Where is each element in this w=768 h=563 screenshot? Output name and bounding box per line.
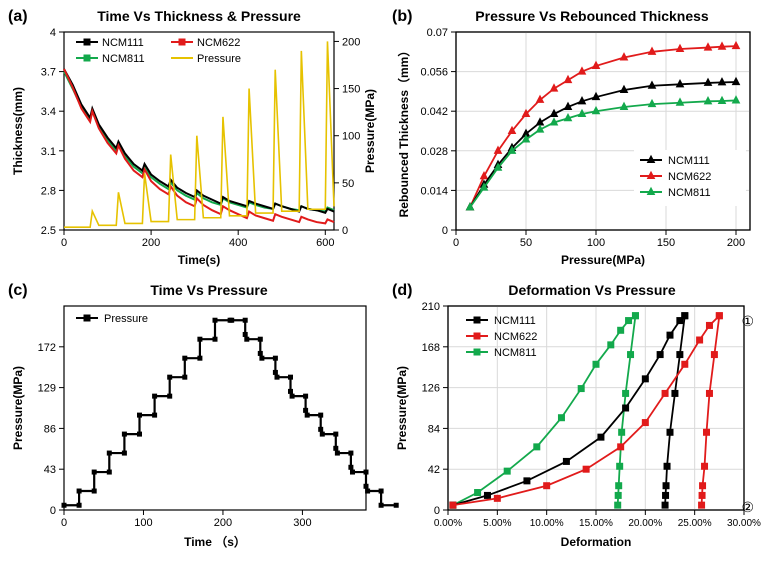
svg-text:30.00%: 30.00% [727,518,761,529]
panel-c-svg: 0 100 200 300 0 43 86 129 172 Time （s） Pressure(MP… [8,282,380,554]
circled-1: ① [741,314,754,328]
svg-text:200: 200 [727,237,745,249]
svg-text:0.00%: 0.00% [434,518,462,529]
svg-text:20.00%: 20.00% [628,518,662,529]
svg-text:0: 0 [61,517,67,529]
panel-a: (a) Time Vs Thickness & Pressure 0200400… [8,8,380,270]
svg-text:0.042: 0.042 [420,106,448,118]
svg-text:2.5: 2.5 [41,225,56,237]
panel-c: (c) Time Vs Pressure 0100200300043861291… [8,282,380,554]
svg-text:NCM811: NCM811 [102,53,145,65]
svg-text:0: 0 [434,505,440,517]
svg-text:NCM111: NCM111 [494,315,536,327]
svg-text:172: 172 [38,342,56,354]
svg-text:86: 86 [44,423,56,435]
svg-text:600: 600 [316,237,334,249]
svg-text:50: 50 [520,237,532,249]
circled-2: ② [741,500,754,514]
svg-text:25.00%: 25.00% [678,518,712,529]
svg-text:0: 0 [442,225,448,237]
svg-text:300: 300 [293,517,311,529]
svg-text:3.1: 3.1 [41,146,56,158]
svg-text:0: 0 [453,237,459,249]
panel-d-svg: 0.00% 5.00% 10.00% 15.00% 20.00% 25.00% 30.00%… [392,282,762,554]
panel-b-svg: 0 50 100 150 200 0 0.014 0.028 0.042 0.056 0.07 Pre… [392,8,762,270]
svg-text:15.00%: 15.00% [579,518,613,529]
svg-text:210: 210 [422,301,440,313]
svg-text:NCM622: NCM622 [668,171,711,183]
svg-text:Pressure: Pressure [104,313,148,325]
panel-a-svg: 0 200 400 600 2.5 2.8 3.1 3.4 3.7 4 0 50 100 150 200 Ti… [8,8,380,270]
svg-text:10.00%: 10.00% [530,518,564,529]
svg-text:2.8: 2.8 [41,185,56,197]
svg-text:NCM811: NCM811 [494,347,537,359]
svg-text:129: 129 [38,383,56,395]
svg-text:Pressure(MPa): Pressure(MPa) [395,366,409,450]
svg-text:0: 0 [342,225,348,237]
svg-text:84: 84 [428,423,440,435]
svg-text:0: 0 [61,237,67,249]
svg-text:200: 200 [214,517,232,529]
svg-text:Time （s）: Time （s） [184,534,246,549]
svg-text:126: 126 [422,383,440,395]
svg-text:50: 50 [342,178,354,190]
svg-text:Rebounced Thickness（mm）: Rebounced Thickness（mm） [396,45,411,218]
svg-text:168: 168 [422,342,440,354]
svg-text:NCM622: NCM622 [494,331,537,343]
svg-text:200: 200 [142,237,160,249]
svg-text:Deformation: Deformation [561,535,632,549]
figure-page: (a) Time Vs Thickness & Pressure 0200400… [0,0,768,563]
svg-text:NCM111: NCM111 [668,155,710,167]
svg-text:Pressure: Pressure [197,53,241,65]
svg-text:Pressure(MPa): Pressure(MPa) [561,253,645,267]
panel-b: (b) Pressure Vs Rebounced Thickness 0501… [392,8,762,270]
svg-text:0.014: 0.014 [420,185,448,197]
svg-text:0: 0 [50,505,56,517]
svg-text:NCM622: NCM622 [197,37,240,49]
svg-text:Thickness(mm): Thickness(mm) [11,87,25,175]
svg-text:NCM811: NCM811 [668,187,711,199]
panel-d: (d) Deformation Vs Pressure 0.00%5.00%10… [392,282,762,554]
svg-text:0.028: 0.028 [420,146,448,158]
svg-text:100: 100 [342,131,360,143]
svg-text:3.4: 3.4 [41,106,56,118]
svg-text:Time(s): Time(s) [178,253,220,267]
svg-text:43: 43 [44,464,56,476]
svg-text:5.00%: 5.00% [483,518,511,529]
svg-text:Pressure(MPa): Pressure(MPa) [363,89,377,173]
svg-text:Pressure(MPa): Pressure(MPa) [11,366,25,450]
svg-text:4: 4 [50,27,56,39]
svg-text:0.07: 0.07 [427,27,448,39]
svg-text:200: 200 [342,36,360,48]
svg-text:NCM111: NCM111 [102,37,144,49]
svg-text:42: 42 [428,464,440,476]
svg-text:0.056: 0.056 [420,67,448,79]
svg-text:150: 150 [342,84,360,96]
svg-text:3.7: 3.7 [41,67,56,79]
svg-text:100: 100 [587,237,605,249]
svg-text:150: 150 [657,237,675,249]
svg-text:100: 100 [134,517,152,529]
svg-text:400: 400 [229,237,247,249]
